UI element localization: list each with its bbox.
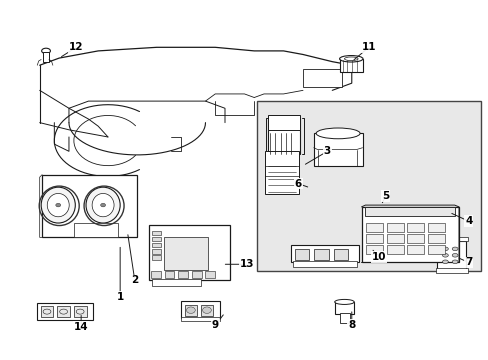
Text: 11: 11	[361, 42, 375, 52]
Bar	[427, 234, 444, 243]
Bar	[74, 223, 118, 237]
Bar	[265, 151, 298, 194]
Bar	[149, 225, 229, 280]
Text: 14: 14	[74, 322, 88, 332]
Bar	[386, 223, 403, 232]
Ellipse shape	[41, 48, 50, 54]
Bar	[43, 51, 49, 62]
Bar	[361, 207, 458, 262]
Text: 8: 8	[347, 320, 355, 330]
Bar	[293, 261, 356, 267]
Text: 4: 4	[464, 216, 471, 226]
Bar	[366, 244, 383, 253]
Ellipse shape	[316, 128, 359, 139]
Ellipse shape	[101, 203, 105, 207]
Bar	[386, 244, 403, 253]
Bar	[366, 223, 383, 232]
Text: 2: 2	[131, 275, 138, 285]
Bar	[314, 249, 328, 260]
Bar	[435, 237, 467, 241]
Ellipse shape	[442, 253, 447, 257]
Ellipse shape	[86, 187, 120, 223]
Bar	[205, 271, 215, 278]
Bar	[37, 303, 93, 320]
Bar	[339, 59, 362, 72]
Bar	[163, 237, 207, 270]
Ellipse shape	[339, 55, 362, 62]
Bar	[152, 237, 160, 241]
Bar	[407, 234, 424, 243]
Bar	[435, 268, 467, 273]
Bar	[333, 249, 347, 260]
Ellipse shape	[451, 247, 457, 251]
Bar	[152, 231, 160, 235]
Bar	[313, 134, 362, 166]
Ellipse shape	[92, 193, 114, 217]
Bar	[267, 118, 299, 154]
Text: 13: 13	[239, 259, 254, 269]
Ellipse shape	[56, 203, 61, 207]
Text: 9: 9	[211, 320, 218, 330]
Bar	[427, 223, 444, 232]
Text: 12: 12	[69, 42, 83, 52]
Bar	[152, 255, 160, 260]
Ellipse shape	[344, 57, 357, 60]
Text: 10: 10	[370, 252, 385, 262]
Bar	[164, 271, 174, 278]
Ellipse shape	[47, 193, 69, 217]
Ellipse shape	[202, 307, 211, 314]
Text: 6: 6	[294, 179, 301, 189]
Bar	[294, 249, 309, 260]
Bar	[152, 279, 200, 286]
Bar	[436, 241, 466, 270]
Bar	[407, 223, 424, 232]
Bar	[42, 175, 137, 237]
Bar	[427, 244, 444, 253]
Ellipse shape	[442, 260, 447, 264]
Bar	[152, 243, 160, 247]
Text: 5: 5	[382, 191, 389, 201]
Bar	[41, 306, 53, 317]
Bar	[57, 306, 70, 317]
Text: 1: 1	[116, 292, 123, 302]
Bar	[184, 305, 197, 316]
Bar	[178, 271, 187, 278]
Bar	[366, 234, 383, 243]
Bar	[290, 245, 358, 262]
Ellipse shape	[334, 300, 353, 305]
Bar	[256, 101, 480, 271]
Bar	[334, 302, 353, 315]
Bar	[151, 271, 160, 278]
Bar	[201, 305, 213, 316]
Text: 7: 7	[464, 257, 471, 267]
Bar	[303, 69, 341, 87]
Bar	[74, 306, 86, 317]
Bar	[181, 301, 220, 318]
Bar	[267, 116, 299, 130]
Bar	[386, 234, 403, 243]
Ellipse shape	[186, 307, 195, 314]
Bar	[365, 207, 454, 216]
Ellipse shape	[451, 253, 457, 257]
Bar	[181, 317, 220, 320]
Bar	[339, 314, 349, 323]
Ellipse shape	[442, 247, 447, 251]
Bar	[152, 249, 160, 253]
Text: 3: 3	[323, 146, 330, 156]
Bar	[407, 244, 424, 253]
Ellipse shape	[451, 260, 457, 264]
Ellipse shape	[41, 187, 75, 223]
Bar	[191, 271, 201, 278]
